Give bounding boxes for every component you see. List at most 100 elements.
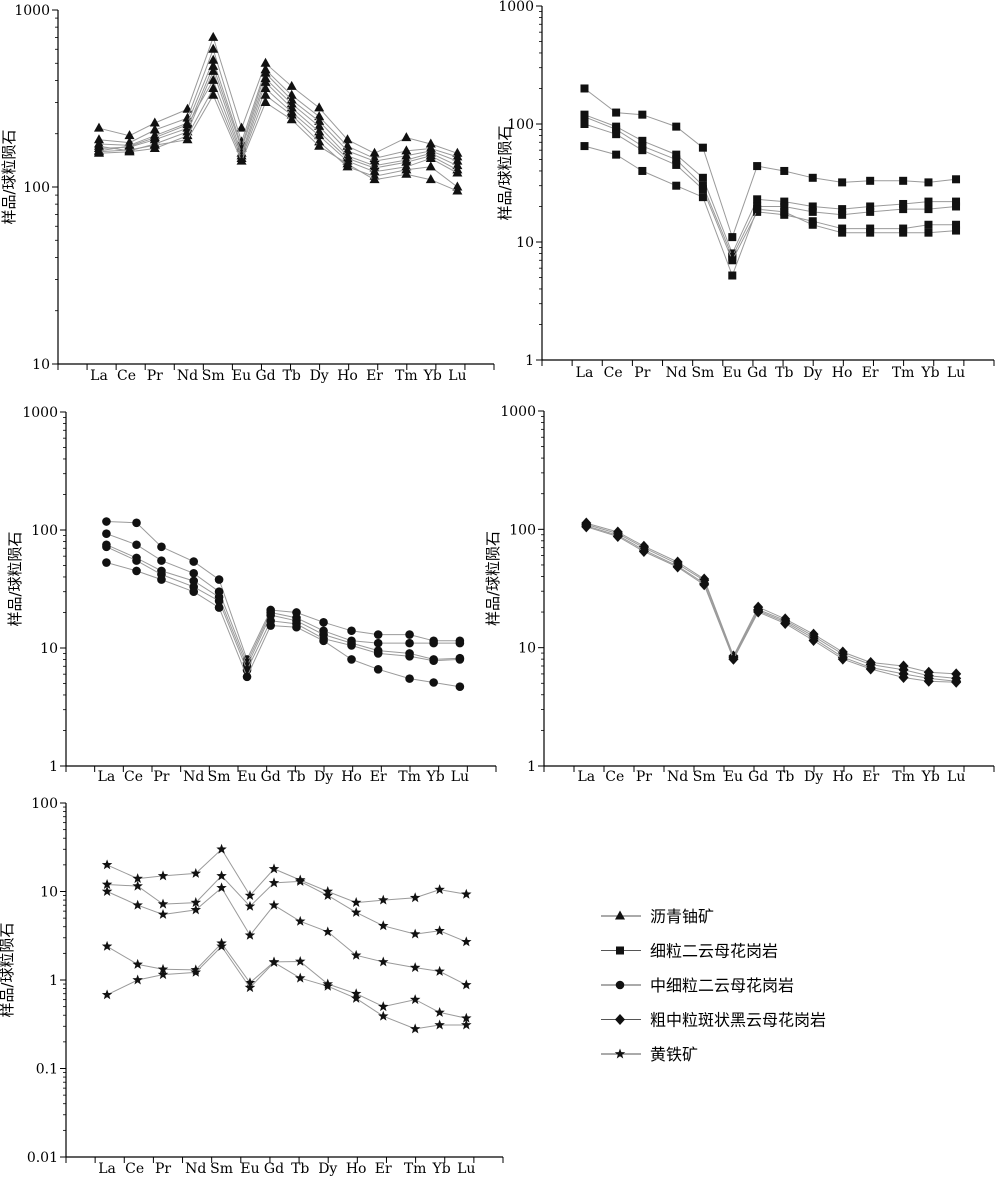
series-line xyxy=(584,145,957,277)
series-line xyxy=(586,523,957,679)
x-tick-label: Er xyxy=(366,368,383,384)
series-line xyxy=(106,546,460,672)
data-point xyxy=(425,174,436,184)
data-point xyxy=(455,638,465,648)
data-point xyxy=(899,224,908,233)
y-tick-label: 10 xyxy=(32,357,50,373)
data-point xyxy=(286,114,297,124)
chart-panel-4: 1 10 100 1000 样品/球粒陨石 La Ce Pr Nd Sm Eu Gd Tb Dy Ho Er T… xyxy=(484,404,995,785)
data-point xyxy=(672,155,681,164)
x-tick-label: Lu xyxy=(947,769,965,785)
chart-panel-1: 10 100 1000 样品/球粒陨石 La Ce Pr Nd Sm Eu Gd Tb Dy Ho Er Tm… xyxy=(0,3,495,384)
x-tick-label: Tm xyxy=(892,365,915,381)
data-point xyxy=(698,185,707,194)
legend-marker xyxy=(615,910,625,920)
x-tick-label: Dy xyxy=(804,769,823,785)
y-tick-label: 1000 xyxy=(498,0,534,15)
data-point xyxy=(698,193,707,202)
data-point xyxy=(314,111,325,121)
data-point xyxy=(461,936,472,947)
y-tick-label: 0.01 xyxy=(27,1150,58,1166)
series-5 xyxy=(101,940,472,1034)
series-line xyxy=(98,58,458,162)
x-tick-label: Yb xyxy=(423,368,442,384)
legend-label: 黄铁矿 xyxy=(650,1045,698,1064)
data-point xyxy=(405,652,414,661)
data-point xyxy=(837,653,848,665)
data-point xyxy=(350,992,362,1003)
data-point xyxy=(260,67,271,77)
data-point xyxy=(434,925,445,936)
data-point xyxy=(157,575,166,584)
data-point xyxy=(728,256,737,265)
data-point xyxy=(924,197,933,206)
data-point xyxy=(190,897,202,908)
legend-label: 沥青铀矿 xyxy=(650,907,714,926)
data-point xyxy=(838,178,847,187)
data-point xyxy=(295,955,306,966)
data-point xyxy=(866,202,875,211)
data-point xyxy=(898,671,909,683)
data-point xyxy=(409,994,421,1005)
data-point xyxy=(208,89,219,99)
data-point xyxy=(295,875,306,886)
data-point xyxy=(132,958,143,969)
data-point xyxy=(401,156,412,166)
series-line xyxy=(586,526,957,683)
data-point xyxy=(216,882,227,893)
x-tick-label: Yb xyxy=(920,365,939,381)
data-point xyxy=(580,112,589,121)
y-tick-label: 10 xyxy=(518,641,536,657)
data-point xyxy=(924,220,933,229)
data-point xyxy=(452,167,463,177)
data-point xyxy=(214,603,224,612)
series-line xyxy=(106,848,467,904)
data-point xyxy=(314,140,325,150)
series-line xyxy=(106,544,460,668)
data-point xyxy=(838,210,847,219)
data-point xyxy=(93,146,104,156)
data-point xyxy=(373,649,383,658)
data-point xyxy=(434,965,445,976)
data-point xyxy=(753,606,764,618)
x-tick-label: Lu xyxy=(451,769,469,785)
data-point xyxy=(866,228,875,237)
data-point xyxy=(952,202,961,211)
x-tick-label: Eu xyxy=(232,368,251,384)
data-point xyxy=(455,655,465,664)
x-tick-label: Dy xyxy=(310,368,329,384)
data-point xyxy=(286,109,297,119)
x-tick-label: Pr xyxy=(155,1161,171,1177)
data-point xyxy=(101,859,113,870)
data-point xyxy=(216,843,227,854)
data-point xyxy=(268,877,280,888)
data-point xyxy=(899,199,908,208)
data-point xyxy=(865,663,876,675)
data-point xyxy=(208,74,219,84)
data-point xyxy=(157,908,169,919)
y-tick-label: 1 xyxy=(49,973,58,989)
series-3 xyxy=(101,882,472,990)
data-point xyxy=(286,80,297,90)
data-point xyxy=(378,1001,389,1012)
data-point xyxy=(461,1012,472,1023)
x-tick-label: Nd xyxy=(185,1161,206,1177)
legend-item: 黄铁矿 xyxy=(601,1045,698,1064)
data-point xyxy=(638,146,647,155)
series-line xyxy=(106,562,460,688)
data-point xyxy=(699,579,710,591)
x-tick-label: La xyxy=(576,365,594,381)
data-point xyxy=(728,653,739,665)
data-point xyxy=(347,641,356,650)
data-point xyxy=(378,956,389,967)
data-point xyxy=(434,1006,445,1017)
data-point xyxy=(373,630,383,639)
y-tick-label: 10 xyxy=(40,641,58,657)
x-tick-label: Lu xyxy=(947,365,965,381)
data-point xyxy=(102,558,111,567)
x-tick-label: Lu xyxy=(457,1161,475,1177)
series-1 xyxy=(93,31,463,157)
x-tick-label: Dy xyxy=(803,365,822,381)
x-tick-label: Sm xyxy=(693,769,716,785)
